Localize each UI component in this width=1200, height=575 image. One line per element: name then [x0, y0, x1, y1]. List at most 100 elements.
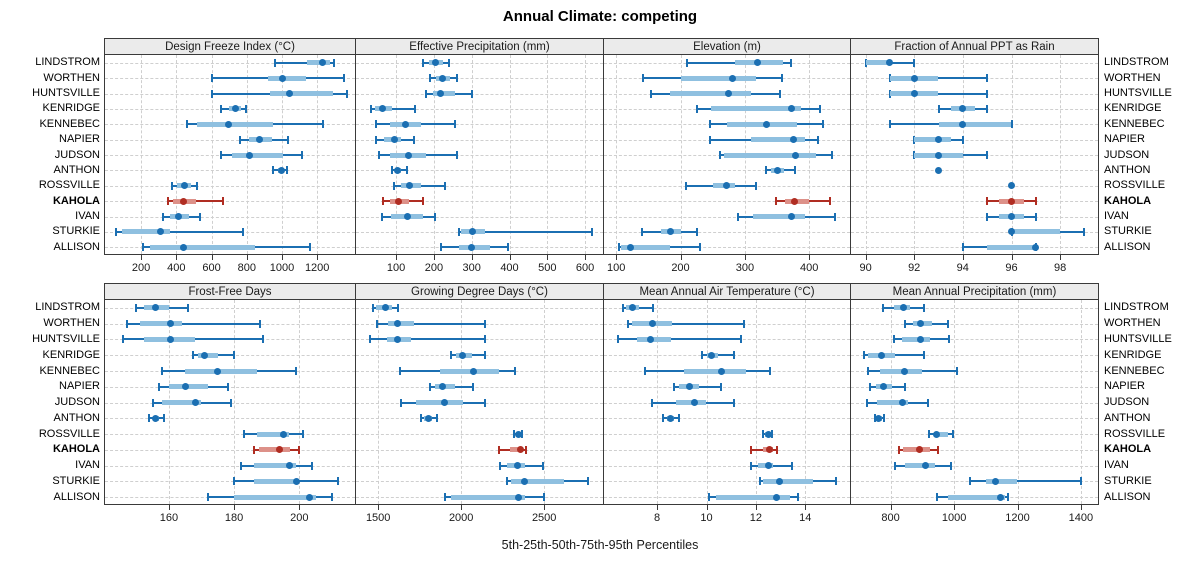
whisker-cap-5th — [750, 461, 752, 470]
whisker-cap-95th — [436, 414, 439, 423]
median-dot — [425, 414, 433, 422]
vertical-gridline — [865, 55, 867, 254]
axis-tick — [1060, 255, 1062, 260]
site-label-left-kennebec: KENNEBEC — [39, 117, 100, 130]
site-label-right-napier: NAPIER — [1104, 380, 1145, 393]
whisker-cap-95th — [937, 445, 940, 454]
row-gridline — [851, 386, 1098, 388]
axis-tick — [471, 255, 473, 260]
row-gridline — [604, 418, 850, 420]
whisker-cap-5th — [709, 135, 712, 144]
axis-tick — [433, 255, 435, 260]
median-dot — [174, 213, 182, 220]
whisker-cap-5th — [643, 367, 646, 375]
whisker-cap-5th — [497, 445, 500, 454]
whisker-cap-95th — [342, 74, 345, 83]
site-label-right-lindstrom: LINDSTROM — [1104, 301, 1169, 314]
panel-header: Design Freeze Index (°C) — [104, 38, 356, 55]
whisker-cap-95th — [948, 335, 951, 344]
axis-tick — [1080, 505, 1082, 510]
whisker-cap-95th — [678, 414, 681, 423]
median-dot — [157, 228, 164, 236]
median-dot — [179, 243, 187, 251]
whisker-cap-5th — [865, 398, 868, 407]
site-label-right-rossville: ROSSVILLE — [1104, 427, 1166, 440]
median-dot — [722, 182, 730, 190]
percentile-whisker-5-95 — [168, 200, 223, 203]
site-label-right-kennebec: KENNEBEC — [1104, 364, 1165, 377]
whisker-cap-5th — [239, 461, 242, 470]
median-dot — [991, 477, 999, 485]
whisker-cap-95th — [1079, 477, 1082, 486]
axis-tick-label: 300 — [735, 262, 755, 274]
whisker-cap-95th — [755, 181, 758, 190]
percentile-whisker-5-95 — [889, 92, 988, 95]
median-dot — [403, 213, 411, 220]
whisker-cap-95th — [455, 74, 458, 83]
row-gridline — [105, 434, 355, 435]
median-dot — [231, 105, 239, 113]
whisker-cap-95th — [986, 74, 989, 83]
site-label-right-sturkie: STURKIE — [1104, 225, 1152, 238]
median-dot — [667, 228, 675, 236]
whisker-cap-95th — [484, 398, 487, 407]
axis-tick — [805, 505, 807, 510]
median-dot — [790, 197, 798, 205]
axis-tick-label: 2500 — [531, 512, 557, 524]
whisker-cap-5th — [457, 227, 460, 236]
axis-tick-label: 1000 — [269, 262, 295, 274]
whisker-cap-5th — [151, 398, 154, 407]
whisker-cap-5th — [185, 120, 188, 129]
whisker-cap-5th — [192, 351, 195, 360]
site-label-right-kenridge: KENRIDGE — [1104, 102, 1162, 115]
vertical-gridline — [805, 300, 807, 504]
whisker-cap-5th — [421, 58, 424, 67]
whisker-cap-5th — [207, 493, 209, 502]
whisker-cap-5th — [114, 227, 117, 236]
row-gridline — [851, 307, 1098, 309]
row-gridline — [851, 62, 1098, 64]
whisker-cap-5th — [272, 166, 275, 175]
axis-tick — [1011, 255, 1013, 260]
whisker-cap-95th — [796, 493, 799, 502]
axis-tick — [461, 505, 463, 510]
site-label-left-kahola: KAHOLA — [52, 443, 100, 456]
axis-tick — [544, 505, 546, 510]
whisker-cap-5th — [390, 166, 393, 175]
axis-tick — [954, 505, 956, 510]
panel-plot — [850, 299, 1099, 505]
site-label-right-sturkie: STURKIE — [1104, 474, 1152, 487]
whisker-cap-95th — [222, 197, 224, 206]
row-gridline — [356, 108, 603, 110]
site-label-left-huntsville: HUNTSVILLE — [32, 332, 100, 345]
axis-tick-label: 1200 — [1005, 512, 1030, 524]
axis-tick — [396, 255, 398, 260]
whisker-cap-95th — [301, 151, 304, 159]
whisker-cap-5th — [888, 120, 891, 129]
percentile-band-25-75 — [234, 494, 316, 500]
row-gridline — [851, 402, 1098, 404]
vertical-gridline — [509, 55, 511, 254]
site-label-left-ivan: IVAN — [75, 210, 100, 222]
row-gridline — [356, 139, 603, 141]
site-label-right-allison: ALLISON — [1104, 240, 1151, 253]
row-gridline — [604, 465, 850, 467]
whisker-cap-95th — [698, 243, 701, 252]
whisker-cap-95th — [652, 303, 655, 312]
axis-tick-label: 160 — [159, 512, 179, 524]
row-gridline — [851, 434, 1098, 435]
percentile-whisker-5-95 — [376, 322, 486, 325]
row-gridline — [356, 449, 603, 451]
median-dot — [754, 59, 762, 67]
site-label-right-judson: JUDSON — [1104, 396, 1150, 408]
median-dot — [935, 151, 942, 159]
axis-tick-label: 1200 — [304, 262, 330, 274]
whisker-cap-5th — [673, 382, 676, 391]
vertical-gridline — [547, 55, 549, 254]
site-label-right-worthen: WORTHEN — [1104, 71, 1161, 84]
axis-tick — [585, 255, 587, 260]
site-label-right-anthon: ANTHON — [1104, 163, 1151, 176]
whisker-cap-95th — [484, 351, 487, 360]
whisker-cap-5th — [616, 335, 619, 344]
whisker-cap-5th — [429, 74, 432, 83]
